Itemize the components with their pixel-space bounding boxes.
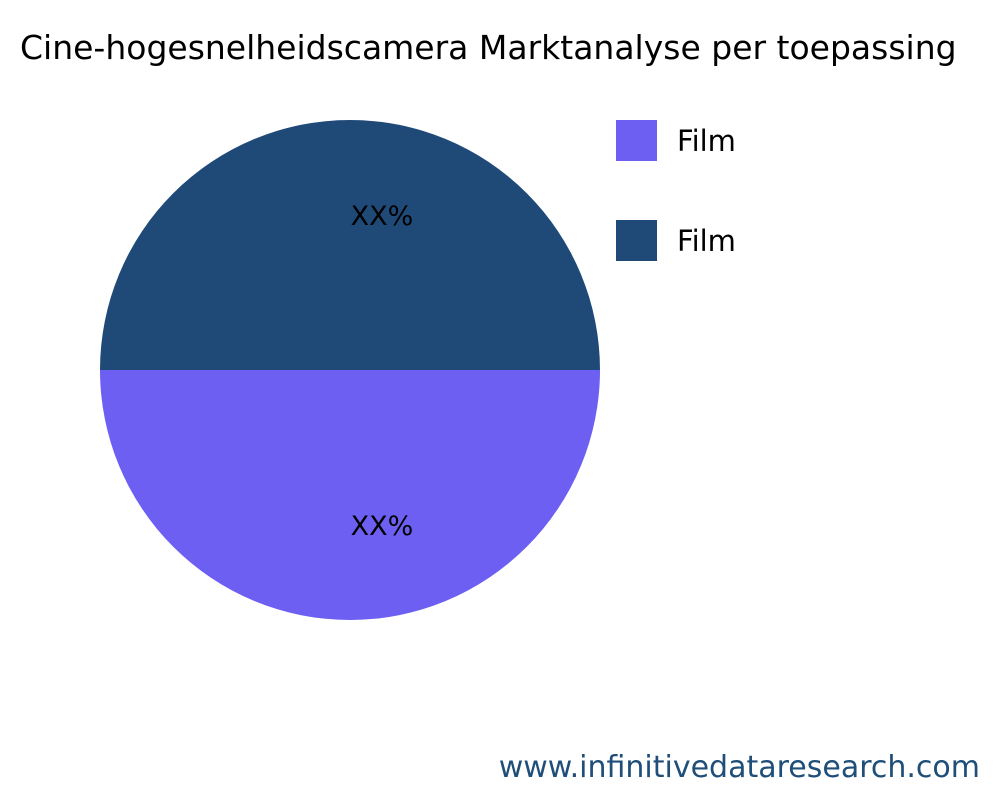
legend-label: Film [677, 123, 736, 158]
legend-swatch [616, 220, 657, 261]
watermark: www.infinitivedataresearch.com [498, 750, 980, 785]
legend-label: Film [677, 223, 736, 258]
slice-label: XX% [351, 511, 414, 542]
legend-swatch [616, 120, 657, 161]
legend-item: Film [616, 220, 736, 261]
pie-slice [100, 370, 600, 620]
slice-label: XX% [351, 201, 414, 232]
legend-item: Film [616, 120, 736, 161]
pie-slice [100, 120, 600, 370]
chart-title: Cine-hogesnelheidscamera Marktanalyse pe… [20, 28, 957, 67]
